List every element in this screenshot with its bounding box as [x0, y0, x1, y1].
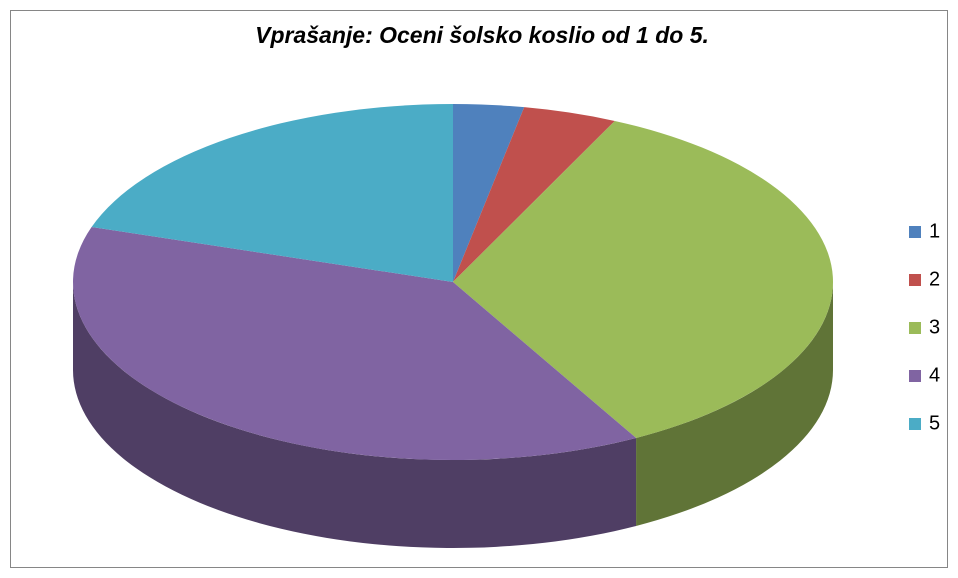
legend-label: 5 — [929, 412, 940, 434]
pie-slice-side — [636, 282, 833, 526]
legend-label: 4 — [929, 364, 940, 386]
pie-slice — [73, 226, 637, 460]
pie-slice-side — [73, 282, 637, 548]
legend-swatch — [909, 418, 921, 430]
legend-swatch — [909, 226, 921, 238]
legend-swatch — [909, 322, 921, 334]
pie-slice — [453, 120, 833, 438]
pie-slice — [453, 107, 615, 283]
legend-swatch — [909, 274, 921, 286]
legend-swatch — [909, 370, 921, 382]
legend-label: 2 — [929, 268, 940, 290]
legend-label: 1 — [929, 220, 940, 242]
legend-label: 3 — [929, 316, 940, 338]
pie-slice — [91, 104, 454, 282]
pie-slice — [453, 104, 525, 282]
chart-title: Vprašanje: Oceni šolsko koslio od 1 do 5… — [255, 22, 709, 48]
